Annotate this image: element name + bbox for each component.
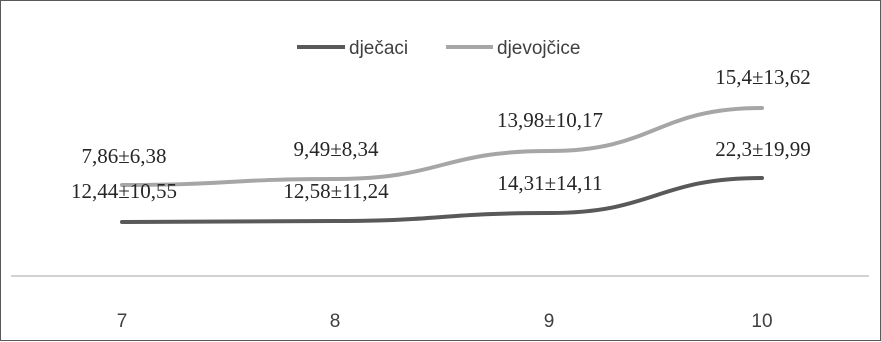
x-tick-label-7: 7 — [117, 311, 128, 332]
data-label-djevojcice-10: 15,4±13,62 — [715, 65, 811, 89]
data-label-djecaci-8: 12,58±11,24 — [283, 179, 389, 203]
data-label-djecaci-9: 14,31±14,11 — [497, 171, 602, 195]
data-label-djevojcice-8: 9,49±8,34 — [293, 137, 379, 161]
x-tick-label-8: 8 — [330, 311, 341, 332]
data-label-djecaci-7: 12,44±10,55 — [71, 179, 177, 203]
x-tick-label-9: 9 — [544, 311, 555, 332]
series-line-djecaci — [120, 176, 764, 224]
series-line-djevojcice — [120, 106, 764, 187]
data-label-djevojcice-9: 13,98±10,17 — [497, 108, 603, 132]
x-tick-labels: 7 8 9 10 — [117, 311, 773, 332]
legend: dječaci djevojčice — [297, 38, 580, 59]
data-label-djevojcice-7: 7,86±6,38 — [81, 144, 166, 168]
series-lines — [120, 106, 764, 224]
x-tick-label-10: 10 — [751, 311, 772, 332]
legend-label-djecaci: dječaci — [349, 38, 408, 59]
data-labels: 12,44±10,55 12,58±11,24 14,31±14,11 22,3±19… — [71, 65, 811, 203]
legend-label-djevojcice: djevojčice — [497, 38, 580, 59]
data-label-djecaci-10: 22,3±19,99 — [715, 137, 811, 161]
